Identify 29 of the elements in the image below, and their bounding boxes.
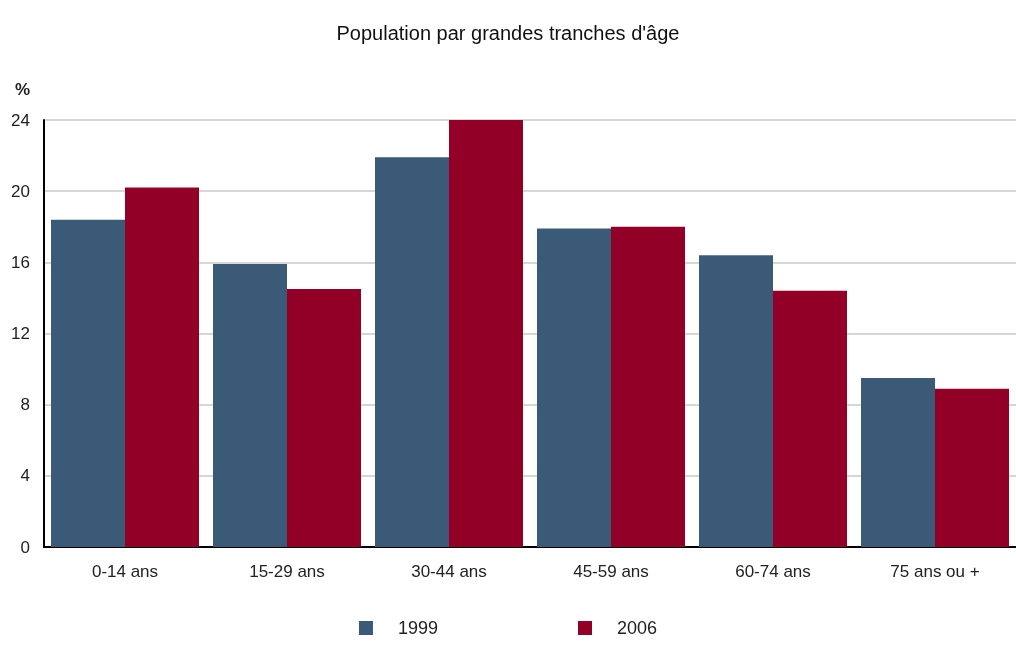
y-tick-label: 8 xyxy=(20,395,30,415)
x-tick-label: 75 ans ou + xyxy=(890,562,980,581)
bar xyxy=(537,228,611,547)
bar xyxy=(861,377,935,547)
y-tick-label: 16 xyxy=(11,252,30,272)
y-tick-label: 4 xyxy=(20,466,30,486)
bar xyxy=(611,226,685,547)
chart-title: Population par grandes tranches d'âge xyxy=(336,22,680,44)
bar xyxy=(699,255,773,547)
x-tick-label: 0-14 ans xyxy=(91,562,159,581)
bar xyxy=(449,120,523,547)
x-tick-label: 60-74 ans xyxy=(735,562,811,581)
bar xyxy=(51,219,125,547)
y-tick-label: 12 xyxy=(11,324,30,343)
bar xyxy=(125,187,199,547)
x-tick-label: 15-29 ans xyxy=(249,562,325,581)
legend-label: 1999 xyxy=(397,618,438,638)
legend-label: 2006 xyxy=(617,618,658,638)
bar xyxy=(287,289,361,547)
y-tick-label: 0 xyxy=(20,537,30,557)
x-tick-label: 45-59 ans xyxy=(573,562,649,581)
x-tick-label: 30-44 ans xyxy=(411,562,487,581)
y-tick-label: 20 xyxy=(11,181,30,201)
bar xyxy=(375,157,449,547)
bar xyxy=(935,388,1009,547)
y-axis-title: % xyxy=(14,80,30,99)
bar xyxy=(773,290,847,547)
bar xyxy=(213,264,287,547)
y-tick-label: 24 xyxy=(11,110,30,130)
